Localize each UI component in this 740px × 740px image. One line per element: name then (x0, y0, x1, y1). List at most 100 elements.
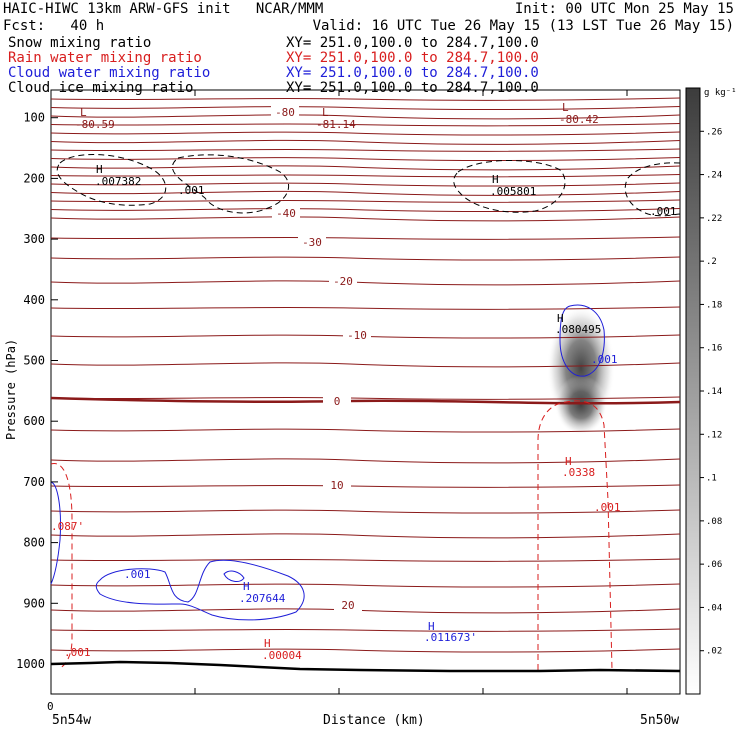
colorbar-tick-label: .22 (706, 214, 722, 224)
colorbar-unit: g kg⁻¹ (704, 88, 737, 98)
field-xy-rain: XY= 251.0,100.0 to 284.7,100.0 (286, 50, 539, 66)
colorbar-tick-label: .16 (706, 344, 722, 354)
isotherm-line (50, 558, 681, 562)
low-marker: L (322, 106, 329, 119)
isotherm-label-bg (323, 479, 351, 491)
high-value: .0338 (562, 466, 595, 479)
colorbar-ticks: .26 .24 .22 .2 .18 .16 .14 .12 .1 .08 .06 .04 .02 (700, 127, 722, 657)
isotherm-line (50, 628, 681, 632)
high-value: .007382 (95, 175, 141, 188)
isotherm-label-bg (272, 207, 300, 219)
isotherm-label-bg (298, 236, 326, 248)
rain-contour-convective (537, 400, 613, 671)
isotherm-line (50, 608, 681, 614)
colorbar-tick-label: .18 (706, 300, 722, 310)
header-valid: Valid: 16 UTC Tue 26 May 15 (13 LST Tue … (312, 18, 734, 34)
y-tick-label: 700 (23, 475, 45, 489)
low-value: -81.14 (316, 118, 356, 131)
contour-label: .087' (51, 520, 84, 533)
colorbar-tick-label: .04 (706, 603, 722, 613)
isotherm-line (50, 256, 681, 261)
isotherm-label: -20 (333, 275, 353, 288)
contour-label: .001 (64, 646, 91, 659)
field-name-cloud-water: Cloud water mixing ratio (8, 65, 211, 81)
isotherm-line (50, 208, 681, 213)
colorbar-tick-label: .2 (706, 257, 717, 267)
terrain-line (50, 660, 681, 673)
header-fcst: Fcst: 40 h (3, 18, 105, 34)
plot-frame (50, 89, 681, 695)
colorbar-tick-label: .12 (706, 430, 722, 440)
header-title: HAIC-HIWC 13km ARW-GFS init NCAR/MMM (3, 1, 324, 17)
y-tick-label: 200 (23, 171, 45, 185)
isotherm-line (50, 280, 681, 286)
isotherm-label-bg (271, 106, 299, 118)
colorbar-tick-label: .14 (706, 387, 722, 397)
isotherm-line (50, 236, 681, 240)
field-name-snow: Snow mixing ratio (8, 35, 152, 51)
rain-contour-left (50, 463, 73, 669)
field-xy-snow: XY= 251.0,100.0 to 284.7,100.0 (286, 35, 539, 51)
isotherm-line (50, 533, 681, 539)
colorbar-tick-label: .26 (706, 127, 722, 137)
colorbar-tick-label: .06 (706, 560, 722, 570)
isotherm-line (50, 157, 681, 162)
x-left-location-label: 5n54w (52, 713, 91, 728)
high-marker: H (557, 312, 564, 325)
isotherm-label-bg (334, 599, 362, 611)
ice-shading-tail (555, 375, 607, 435)
isotherm-line (50, 106, 681, 111)
colorbar-tick-label: .08 (706, 517, 722, 527)
y-tick-label: 500 (23, 354, 45, 368)
y-axis: 100 200 300 400 500 600 700 800 900 1000 (16, 111, 58, 671)
y-tick-label: 800 (23, 536, 45, 550)
low-value: -80.59 (75, 118, 115, 131)
isotherm-line (50, 362, 681, 368)
cloud-water-contour-edge (50, 481, 61, 585)
contour-label: .001 (124, 568, 151, 581)
isotherm-line (50, 148, 681, 152)
isotherm-label: 10 (330, 479, 343, 492)
high-value: .005801 (490, 185, 536, 198)
high-marker: H (243, 580, 250, 593)
contour-label: .001 (594, 501, 621, 514)
isotherm-line (50, 174, 681, 178)
isotherm-line (50, 123, 681, 127)
high-marker: H (96, 163, 103, 176)
high-marker: H (565, 455, 572, 468)
cloud-water-contour-low (95, 559, 305, 621)
isotherm-line (50, 306, 681, 310)
isotherm-label: -80 (275, 106, 295, 119)
y-tick-label: 100 (23, 111, 45, 125)
isotherm-label: 20 (341, 599, 354, 612)
isotherm-label: -40 (276, 207, 296, 220)
y-tick-label: 900 (23, 596, 45, 610)
colorbar-tick-label: .02 (706, 647, 722, 657)
high-marker: H (428, 620, 435, 633)
isotherm-line (50, 97, 681, 101)
isotherm-group: -80 -40 -30 -20 -10 0 10 20 (50, 97, 681, 653)
isotherm-line (50, 199, 681, 203)
isotherm-label: -10 (347, 329, 367, 342)
high-value: .011673' (424, 631, 477, 644)
isotherm-line (50, 583, 681, 588)
snow-contour-left-2 (171, 154, 290, 214)
y-tick-label: 400 (23, 293, 45, 307)
x-axis-label: Distance (km) (323, 713, 425, 728)
x-tick-start-label: 0 (47, 700, 54, 713)
annotations: L -80.59 L -81.14 L -80.42 H .007382 .00… (51, 101, 677, 662)
x-axis (50, 90, 628, 694)
isotherm-label-bg (323, 395, 351, 407)
high-value: .207644 (239, 592, 286, 605)
cloud-water-contour-small (223, 570, 245, 582)
high-marker: H (264, 637, 271, 650)
field-name-rain: Rain water mixing ratio (8, 50, 202, 66)
low-marker: L (562, 101, 569, 114)
isotherm-line (50, 131, 681, 136)
header-init: Init: 00 UTC Mon 25 May 15 (514, 1, 734, 17)
colorbar (685, 87, 701, 695)
field-xy-cloud-ice: XY= 251.0,100.0 to 284.7,100.0 (286, 80, 539, 96)
isotherm-line (50, 216, 681, 222)
isotherm-line (50, 182, 681, 187)
